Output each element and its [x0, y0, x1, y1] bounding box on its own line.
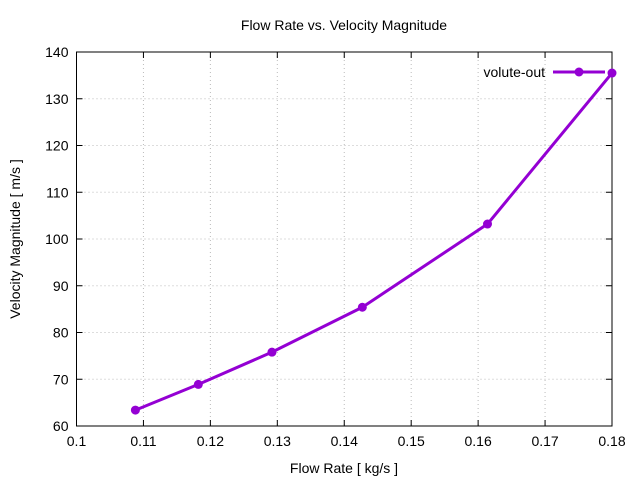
x-tick-label: 0.12 [197, 433, 224, 449]
data-point [607, 68, 617, 78]
data-point [357, 302, 367, 312]
data-point [267, 347, 277, 357]
x-tick-label: 0.18 [598, 433, 625, 449]
x-tick-label: 0.15 [398, 433, 425, 449]
x-tick-label: 0.17 [531, 433, 558, 449]
x-tick-label: 0.16 [465, 433, 492, 449]
legend: volute-out [484, 64, 605, 80]
data-point [130, 405, 140, 415]
legend-marker [574, 67, 584, 77]
y-tick-label: 100 [45, 231, 69, 247]
series-line [134, 72, 614, 412]
plot-frame [76, 51, 613, 427]
x-tick-label: 0.13 [264, 433, 291, 449]
x-tick-label: 0.11 [130, 433, 156, 449]
y-tick-label: 80 [53, 325, 69, 341]
y-tick-label: 130 [45, 91, 69, 107]
y-tick-label: 140 [45, 44, 69, 60]
legend-label: volute-out [484, 64, 546, 80]
data-point [482, 219, 492, 229]
x-tick-label: 0.1 [67, 433, 87, 449]
x-axis-label: Flow Rate [ kg/s ] [290, 460, 398, 476]
y-tick-label: 90 [53, 278, 69, 294]
y-tick-label: 120 [45, 138, 69, 154]
data-point [193, 379, 203, 389]
y-tick-label: 60 [53, 418, 69, 434]
x-tick-label: 0.14 [331, 433, 358, 449]
y-tick-label: 70 [53, 371, 69, 387]
y-tick-label: 110 [46, 184, 69, 200]
y-axis-label: Velocity Magnitude [ m/s ] [7, 159, 23, 319]
chart-title: Flow Rate vs. Velocity Magnitude [241, 17, 447, 33]
